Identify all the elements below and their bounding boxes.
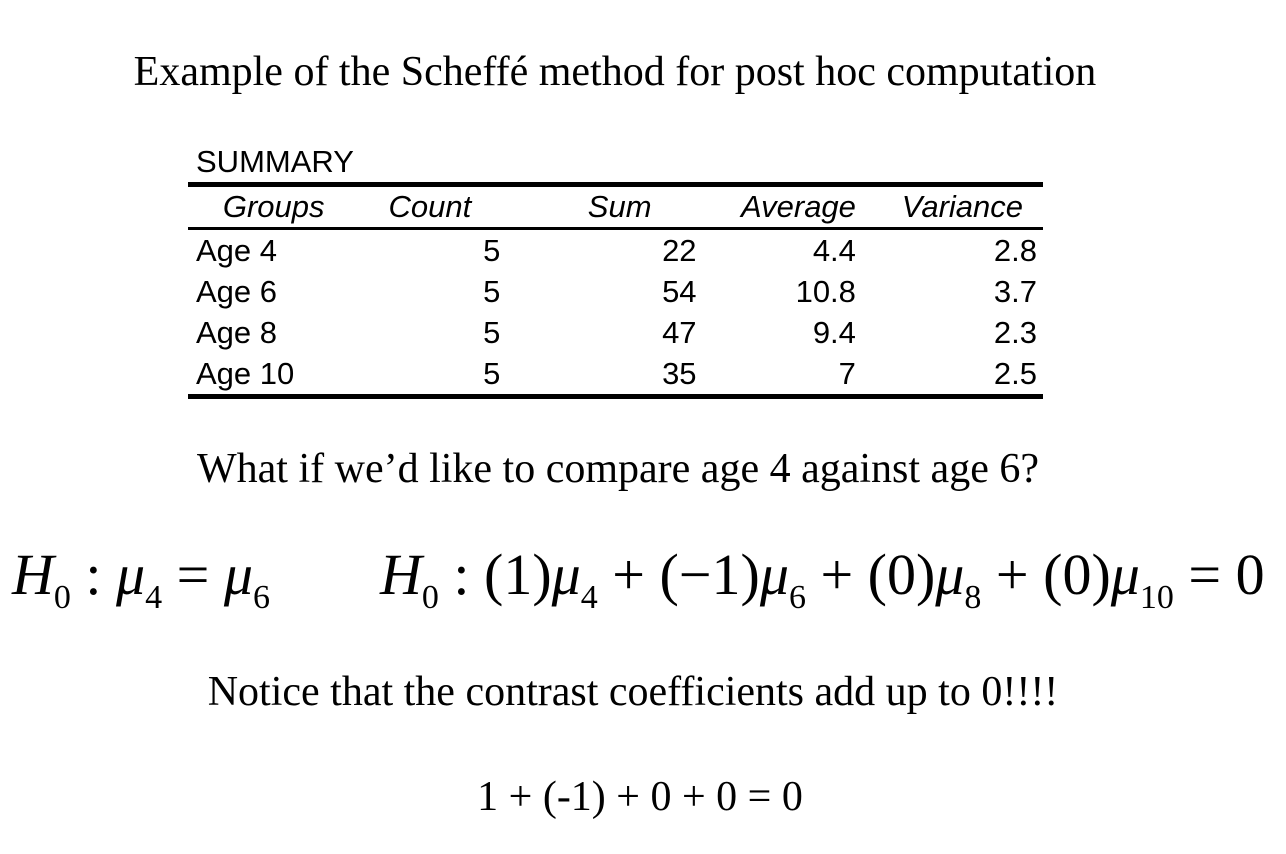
cell-average: 7 — [838, 355, 856, 391]
cell-group: Age 10 — [196, 355, 295, 391]
cell-average: 4.4 — [812, 232, 856, 268]
cell-sum: 47 — [662, 314, 697, 350]
eq-symbol: H — [380, 542, 422, 607]
cell-count: 5 — [483, 273, 501, 309]
eq-operator: : — [70, 542, 117, 607]
coefficient-sum-equation: 1 + (-1) + 0 + 0 = 0 — [477, 774, 803, 820]
column-header-variance: Variance — [901, 189, 1023, 224]
summary-label: SUMMARY — [196, 144, 354, 179]
eq-subscript: 6 — [788, 579, 806, 616]
eq-term: + (−1) — [597, 542, 760, 607]
eq-subscript: 8 — [964, 579, 982, 616]
eq-symbol: μ — [935, 542, 965, 607]
column-header-count: Count — [388, 189, 472, 224]
column-header-average: Average — [741, 189, 856, 224]
cell-variance: 2.3 — [993, 314, 1037, 350]
cell-sum: 35 — [662, 355, 697, 391]
contrast-hypothesis-equation: H0 : (1)μ4 + (−1)μ6 + (0)μ8 + (0)μ10 = 0 — [380, 545, 1265, 628]
eq-term: : (1) — [438, 542, 552, 607]
eq-subscript: 0 — [53, 579, 71, 616]
table-row: Age 4 5 22 4.4 2.8 — [188, 229, 1043, 272]
cell-group: Age 4 — [196, 232, 278, 268]
cell-variance: 2.8 — [993, 232, 1037, 268]
cell-group: Age 8 — [196, 314, 278, 350]
table-row: Age 8 5 47 9.4 2.3 — [188, 312, 1043, 353]
eq-term: + (0) — [981, 542, 1111, 607]
null-hypothesis-equation: H0 : μ4 = μ6 — [12, 545, 270, 628]
page-title: Example of the Scheffé method for post h… — [133, 49, 1097, 95]
eq-symbol: μ — [116, 542, 146, 607]
table-header-row: Groups Count Sum Average Variance — [188, 184, 1043, 229]
cell-average: 10.8 — [795, 273, 856, 309]
column-header-groups: Groups — [222, 189, 325, 224]
eq-symbol: μ — [551, 542, 581, 607]
cell-count: 5 — [483, 314, 501, 350]
eq-symbol: μ — [759, 542, 789, 607]
eq-subscript: 0 — [421, 579, 439, 616]
column-header-sum: Sum — [587, 189, 652, 224]
cell-variance: 2.5 — [993, 355, 1037, 391]
eq-symbol: μ — [223, 542, 253, 607]
cell-sum: 22 — [662, 232, 697, 268]
notice-text: Notice that the contrast coefficients ad… — [207, 669, 1059, 715]
eq-operator: = — [162, 542, 224, 607]
eq-term: = 0 — [1173, 542, 1265, 607]
cell-variance: 3.7 — [993, 273, 1037, 309]
eq-subscript: 4 — [580, 579, 598, 616]
eq-subscript: 4 — [145, 579, 163, 616]
cell-count: 5 — [483, 232, 501, 268]
table-row: Age 6 5 54 10.8 3.7 — [188, 271, 1043, 312]
cell-sum: 54 — [662, 273, 697, 309]
cell-group: Age 6 — [196, 273, 278, 309]
eq-subscript: 6 — [252, 579, 270, 616]
question-text: What if we’d like to compare age 4 again… — [197, 446, 1039, 492]
eq-symbol: μ — [1110, 542, 1140, 607]
eq-subscript: 10 — [1139, 579, 1174, 616]
eq-symbol: H — [12, 542, 54, 607]
table-row: Age 10 5 35 7 2.5 — [188, 353, 1043, 397]
cell-count: 5 — [483, 355, 501, 391]
eq-term: + (0) — [805, 542, 936, 607]
summary-table-block: SUMMARY Groups Count Sum Average Varianc… — [188, 142, 1043, 399]
summary-table: Groups Count Sum Average Variance Age 4 … — [188, 182, 1043, 399]
cell-average: 9.4 — [812, 314, 856, 350]
